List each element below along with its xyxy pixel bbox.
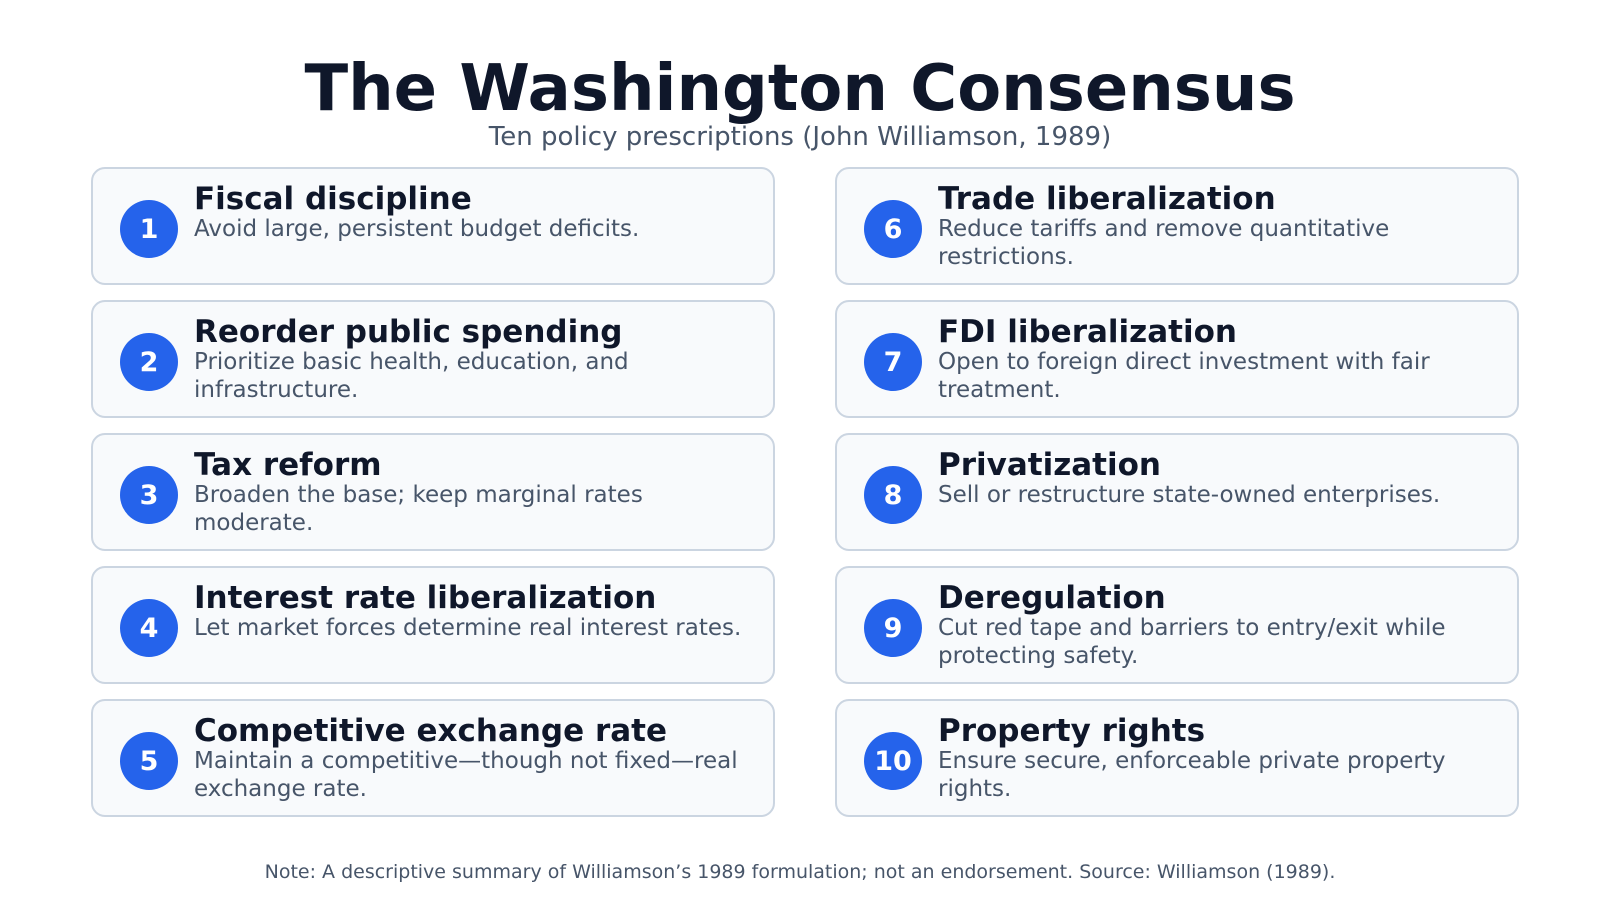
policy-card-trade-liberalization: 6 Trade liberalization Reduce tariffs an… <box>835 167 1519 285</box>
policy-description: Cut red tape and barriers to entry/exit … <box>938 615 1446 669</box>
policy-card-privatization: 8 Privatization Sell or restructure stat… <box>835 433 1519 551</box>
policy-title: Fiscal discipline <box>194 181 472 217</box>
footer-note: Note: A descriptive summary of Williamso… <box>264 861 1336 883</box>
number-badge: 4 <box>120 599 178 657</box>
policy-description: Ensure secure, enforceable private prope… <box>938 748 1446 802</box>
policy-card-competitive-exchange-rate: 5 Competitive exchange rate Maintain a c… <box>91 699 775 817</box>
number-badge: 1 <box>120 200 178 258</box>
policy-title: Interest rate liberalization <box>194 580 657 616</box>
policy-description: Maintain a competitive—though not fixed—… <box>194 748 738 802</box>
policy-description: Sell or restructure state-owned enterpri… <box>938 482 1441 508</box>
policy-card-tax-reform: 3 Tax reform Broaden the base; keep marg… <box>91 433 775 551</box>
policy-description: Open to foreign direct investment with f… <box>938 349 1430 403</box>
policy-title: Tax reform <box>194 447 382 483</box>
policy-card-fiscal-discipline: 1 Fiscal discipline Avoid large, persist… <box>91 167 775 285</box>
policy-title: Reorder public spending <box>194 314 623 350</box>
number-badge: 10 <box>864 732 922 790</box>
policy-description: Broaden the base; keep marginal rates mo… <box>194 482 643 536</box>
number-badge: 7 <box>864 333 922 391</box>
policy-card-deregulation: 9 Deregulation Cut red tape and barriers… <box>835 566 1519 684</box>
number-badge: 2 <box>120 333 178 391</box>
number-badge: 6 <box>864 200 922 258</box>
policy-description: Reduce tariffs and remove quantitative r… <box>938 216 1390 270</box>
policy-description: Let market forces determine real interes… <box>194 615 742 641</box>
policy-title: Deregulation <box>938 580 1166 616</box>
number-badge: 3 <box>120 466 178 524</box>
number-badge: 5 <box>120 732 178 790</box>
policy-title: Trade liberalization <box>938 181 1276 217</box>
page-subtitle: Ten policy prescriptions (John Williamso… <box>488 122 1112 152</box>
page-title: The Washington Consensus <box>304 52 1296 126</box>
policy-title: Competitive exchange rate <box>194 713 667 749</box>
policy-grid: 1 Fiscal discipline Avoid large, persist… <box>91 167 1519 817</box>
policy-card-fdi-liberalization: 7 FDI liberalization Open to foreign dir… <box>835 300 1519 418</box>
policy-title: FDI liberalization <box>938 314 1237 350</box>
policy-description: Prioritize basic health, education, and … <box>194 349 629 403</box>
policy-title: Privatization <box>938 447 1161 483</box>
policy-title: Property rights <box>938 713 1206 749</box>
number-badge: 8 <box>864 466 922 524</box>
number-badge: 9 <box>864 599 922 657</box>
policy-card-reorder-public-spending: 2 Reorder public spending Prioritize bas… <box>91 300 775 418</box>
policy-description: Avoid large, persistent budget deficits. <box>194 216 640 242</box>
policy-card-interest-rate-liberalization: 4 Interest rate liberalization Let marke… <box>91 566 775 684</box>
policy-card-property-rights: 10 Property rights Ensure secure, enforc… <box>835 699 1519 817</box>
